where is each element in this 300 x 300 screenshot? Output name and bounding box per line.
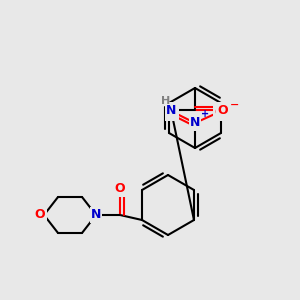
- Text: O: O: [115, 182, 125, 196]
- Text: O: O: [215, 106, 225, 119]
- Text: O: O: [35, 208, 45, 221]
- Text: O: O: [167, 106, 177, 119]
- Text: N: N: [166, 103, 176, 116]
- Text: N: N: [190, 116, 200, 130]
- Text: O: O: [218, 103, 228, 116]
- Text: N: N: [91, 208, 101, 221]
- Text: −: −: [230, 100, 239, 110]
- Text: +: +: [201, 109, 209, 119]
- Text: H: H: [161, 96, 170, 106]
